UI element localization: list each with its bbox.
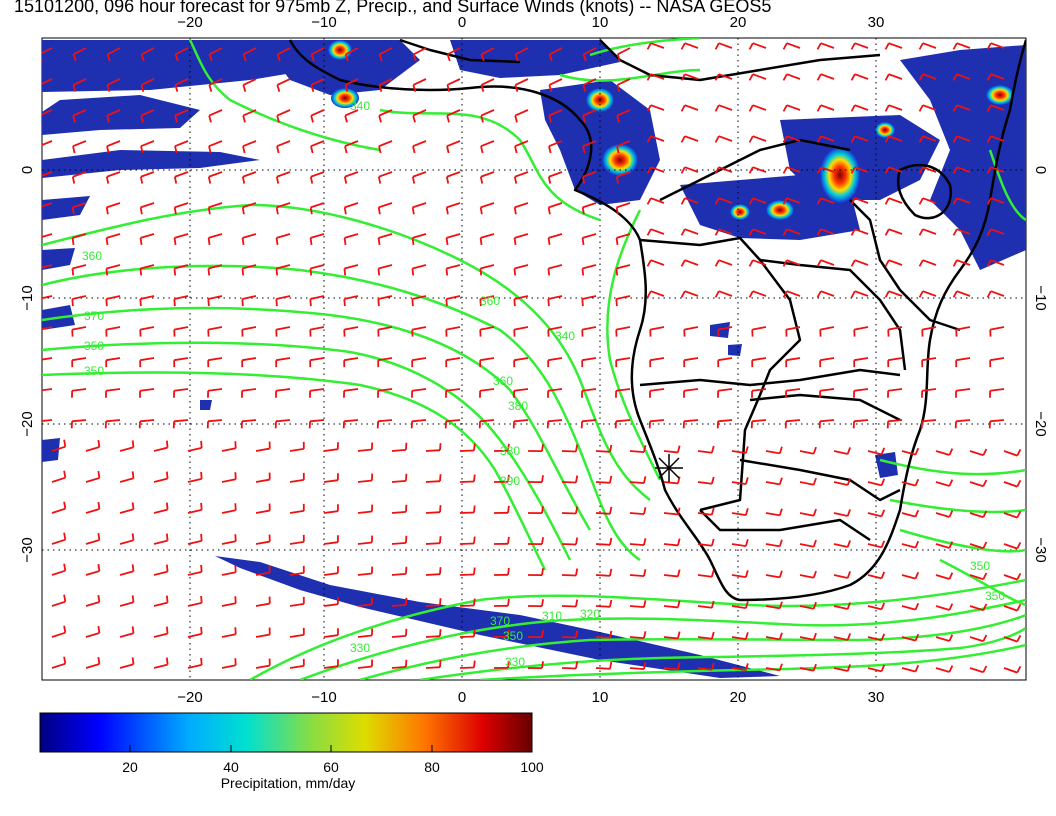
contour-label: 370 [84,309,104,323]
contour-label: 330 [350,641,370,655]
contour-label: 390 [500,474,520,488]
colorbar-tick: 40 [223,759,239,775]
contour-label: 350 [970,559,990,573]
lon-label-bottom: 0 [458,689,466,706]
lon-label-top: 10 [592,14,609,31]
contour-label: 380 [500,444,520,458]
colorbar-tick: 60 [323,759,339,775]
lat-labels-left: 0 −10 −20 −30 [19,166,36,563]
contour-label: 350 [985,589,1005,603]
lat-label-left: −30 [19,537,36,562]
contour-label: 340 [555,329,575,343]
lon-labels-bottom: −20 −10 0 10 20 30 [177,689,884,706]
contour-label: 350 [84,364,104,378]
contour-label: 350 [84,339,104,353]
lat-label-right: −10 [1032,285,1049,310]
contour-label: 380 [508,399,528,413]
lon-label-top: 20 [730,14,747,31]
map-title: 15101200, 096 hour forecast for 975mb Z,… [14,0,772,16]
contour-label: 360 [480,294,500,308]
lat-label-left: −20 [19,411,36,436]
lat-label-right: −20 [1032,411,1049,436]
lon-label-top: 0 [458,14,466,31]
contour-label: 350 [503,629,523,643]
colorbar-ticks: 20 40 60 80 100 [122,745,544,775]
lat-label-left: −10 [19,285,36,310]
colorbar-tick: 100 [520,759,544,775]
lon-label-bottom: −20 [177,689,202,706]
contour-label: 340 [350,99,370,113]
lon-label-bottom: −10 [311,689,336,706]
lon-label-bottom: 10 [592,689,609,706]
colorbar-tick: 20 [122,759,138,775]
lon-label-top: 30 [868,14,885,31]
lat-label-right: −30 [1032,537,1049,562]
contour-label: 330 [505,655,525,669]
lon-label-bottom: 30 [868,689,885,706]
lon-label-top: −20 [177,14,202,31]
contour-labels: 3403603703503503603403803903603803703503… [82,99,1005,669]
colorbar [39,712,533,753]
contour-label: 360 [82,249,102,263]
contour-label: 320 [580,607,600,621]
lat-label-left: 0 [19,166,36,174]
wind-barbs [42,42,1022,674]
contour-label: 370 [490,614,510,628]
lon-label-top: −10 [311,14,336,31]
colorbar-tick: 80 [424,759,440,775]
height-contours [42,38,1026,680]
station-marker-icon [655,454,683,482]
contour-label: 360 [493,374,513,388]
contour-label: 310 [542,609,562,623]
lon-labels-top: −20 −10 0 10 20 30 [177,14,884,31]
lon-label-bottom: 20 [730,689,747,706]
lat-labels-right: 0 −10 −20 −30 [1032,166,1049,563]
lat-label-right: 0 [1032,166,1049,174]
colorbar-label: Precipitation, mm/day [221,775,356,791]
